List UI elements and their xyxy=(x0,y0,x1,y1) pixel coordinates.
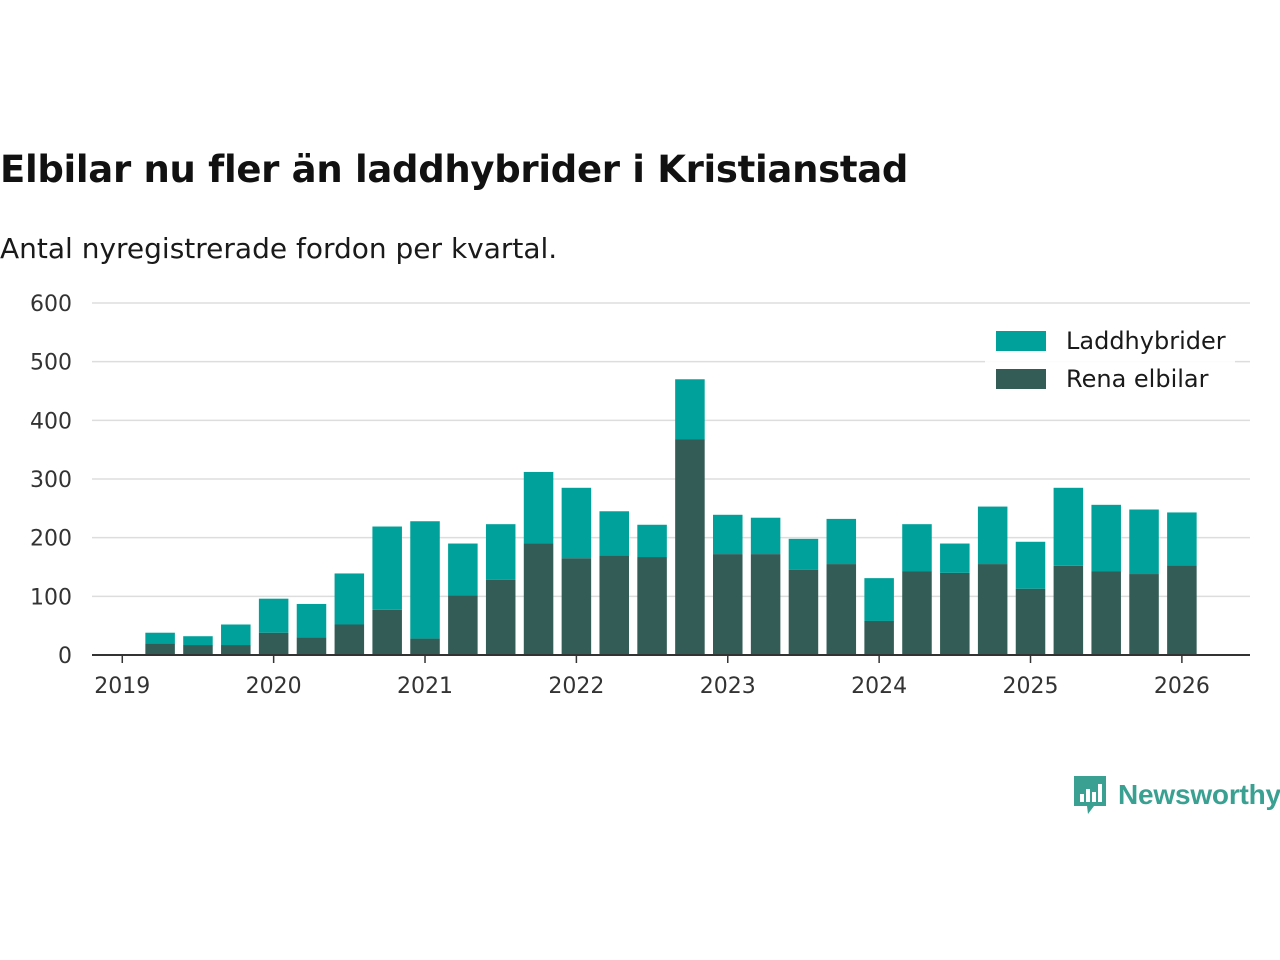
bar-laddhybrider xyxy=(145,632,175,644)
legend-label: Rena elbilar xyxy=(1066,365,1209,393)
bar-laddhybrider xyxy=(296,603,327,638)
bar-laddhybrider xyxy=(940,543,970,573)
bar-laddhybrider xyxy=(334,573,365,625)
bar-rena-elbilar xyxy=(1091,571,1121,655)
bar-rena-elbilar xyxy=(864,620,894,655)
y-tick-label: 400 xyxy=(30,409,72,434)
bar-rena-elbilar xyxy=(410,638,440,655)
bar-rena-elbilar xyxy=(258,632,289,655)
bar-rena-elbilar xyxy=(1167,565,1197,655)
bar-laddhybrider xyxy=(902,524,932,572)
bar-laddhybrider xyxy=(1129,509,1159,575)
bar-laddhybrider xyxy=(864,578,894,621)
bar-rena-elbilar xyxy=(902,571,932,655)
bar-laddhybrider xyxy=(788,538,819,570)
bar-rena-elbilar xyxy=(523,543,554,655)
x-tick-label: 2021 xyxy=(397,674,453,699)
y-axis-ticks: 0 100 200 300 400 500 600 xyxy=(30,292,72,669)
bar-rena-elbilar xyxy=(372,609,402,655)
bar-laddhybrider xyxy=(448,543,478,596)
legend-swatch xyxy=(996,331,1046,351)
y-tick-label: 200 xyxy=(30,527,72,552)
bar-rena-elbilar xyxy=(1129,574,1159,655)
bar-rena-elbilar xyxy=(221,645,251,655)
bar-laddhybrider xyxy=(221,624,251,646)
y-tick-label: 300 xyxy=(30,468,72,493)
bar-rena-elbilar xyxy=(713,554,743,655)
bar-laddhybrider xyxy=(977,506,1008,565)
legend: Laddhybrider Rena elbilar xyxy=(985,322,1235,400)
x-tick-label: 2020 xyxy=(246,674,302,699)
y-tick-label: 500 xyxy=(30,351,72,376)
bar-rena-elbilar xyxy=(1015,588,1046,655)
bar-laddhybrider xyxy=(675,379,705,440)
bars xyxy=(145,379,1197,655)
x-axis: 2019 2020 2021 2022 2023 2024 2025 2026 xyxy=(92,654,1250,699)
bar-laddhybrider xyxy=(561,487,592,559)
bar-laddhybrider xyxy=(750,517,781,555)
x-tick-label: 2025 xyxy=(1003,674,1059,699)
bar-laddhybrider xyxy=(637,524,667,558)
x-tick-label: 2023 xyxy=(700,674,756,699)
bar-rena-elbilar xyxy=(675,439,705,655)
chart-subtitle: Antal nyregistrerade fordon per kvartal. xyxy=(0,232,558,265)
bar-rena-elbilar xyxy=(334,624,365,655)
legend-label: Laddhybrider xyxy=(1066,327,1226,355)
bar-rena-elbilar xyxy=(788,569,819,655)
bar-rena-elbilar xyxy=(296,637,327,655)
chart-title: Elbilar nu fler än laddhybrider i Kristi… xyxy=(0,148,909,191)
bar-rena-elbilar xyxy=(145,643,175,655)
bar-laddhybrider xyxy=(410,521,440,639)
bar-rena-elbilar xyxy=(637,557,667,655)
bar-laddhybrider xyxy=(1015,541,1046,589)
bar-laddhybrider xyxy=(485,524,516,580)
brand-name: Newsworthy xyxy=(1118,779,1280,810)
bar-laddhybrider xyxy=(826,518,857,565)
bar-rena-elbilar xyxy=(750,554,781,655)
bar-laddhybrider xyxy=(372,526,402,610)
bar-rena-elbilar xyxy=(599,555,629,655)
bar-laddhybrider xyxy=(1053,487,1084,566)
x-tick-label: 2024 xyxy=(851,674,907,699)
bar-rena-elbilar xyxy=(485,579,516,655)
bar-laddhybrider xyxy=(258,598,289,633)
x-tick-label: 2026 xyxy=(1154,674,1210,699)
bar-laddhybrider xyxy=(713,514,743,555)
y-tick-label: 600 xyxy=(30,292,72,317)
bar-rena-elbilar xyxy=(448,595,478,655)
bar-rena-elbilar xyxy=(1053,565,1084,655)
bar-laddhybrider xyxy=(1167,512,1197,566)
bar-laddhybrider xyxy=(1091,504,1121,572)
x-tick-label: 2019 xyxy=(94,674,150,699)
newsworthy-logo-icon xyxy=(1074,776,1106,814)
bar-laddhybrider xyxy=(599,511,629,556)
legend-swatch xyxy=(996,369,1046,389)
bar-laddhybrider xyxy=(183,636,213,646)
y-tick-label: 100 xyxy=(30,585,72,610)
bar-rena-elbilar xyxy=(826,564,857,655)
bar-rena-elbilar xyxy=(940,572,970,655)
bar-laddhybrider xyxy=(523,471,554,544)
gridlines xyxy=(92,302,1250,598)
newsworthy-brand[interactable]: Newsworthy xyxy=(1072,774,1280,816)
bar-rena-elbilar xyxy=(977,564,1008,655)
x-tick-label: 2022 xyxy=(548,674,604,699)
y-tick-label: 0 xyxy=(58,644,72,669)
bar-rena-elbilar xyxy=(561,558,592,655)
bar-rena-elbilar xyxy=(183,645,213,655)
